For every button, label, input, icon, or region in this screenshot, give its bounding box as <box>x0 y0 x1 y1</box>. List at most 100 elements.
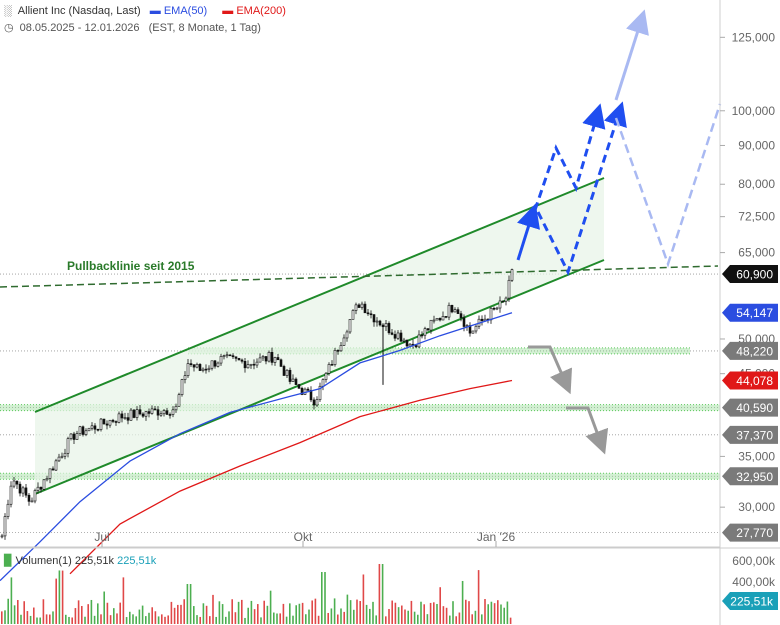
candle-body <box>261 356 265 359</box>
candle-body <box>330 364 334 366</box>
projection-arrow-light-solid <box>614 9 649 101</box>
volume-bar <box>417 614 419 624</box>
volume-header: ▉ Volumen(1) 225,51k 225,51k <box>4 554 156 567</box>
candle-body <box>138 409 142 415</box>
volume-bar <box>365 604 368 624</box>
volume-bar <box>55 578 57 624</box>
volume-bar <box>164 616 166 624</box>
candle-body <box>456 309 460 314</box>
candle-body <box>174 405 178 411</box>
candle-body <box>168 414 172 416</box>
candle-body <box>222 355 226 358</box>
volume-bar <box>369 608 371 624</box>
volume-bar <box>23 601 25 624</box>
candle-body <box>99 418 103 430</box>
volume-bar <box>276 613 278 624</box>
y-tick-label: 65,000 <box>738 246 775 260</box>
volume-bar <box>362 574 365 624</box>
candle-body <box>0 535 4 538</box>
price-label: 48,220 <box>736 344 773 358</box>
candle-body <box>501 300 505 303</box>
candle-body <box>363 303 367 314</box>
candle-body <box>366 312 370 315</box>
volume-bar <box>273 612 275 624</box>
timezone-info: (EST, 8 Monate, 1 Tag) <box>148 22 261 34</box>
candle-body <box>42 479 46 490</box>
volume-bar <box>465 599 467 624</box>
ema50-line <box>0 312 513 582</box>
volume-bar <box>189 584 192 624</box>
volume-bar <box>279 613 281 624</box>
volume-bar <box>461 580 464 624</box>
channel-upper-line <box>34 177 605 413</box>
projection-arrow-dashed-1 <box>533 103 606 211</box>
volume-bar <box>321 572 323 624</box>
volume-bar <box>471 614 473 624</box>
candle-body <box>345 331 349 339</box>
candle-body <box>108 419 112 426</box>
price-label: 32,950 <box>736 470 773 484</box>
candle-body <box>120 413 124 419</box>
ema-lines <box>0 312 513 582</box>
ema200-line <box>69 379 513 575</box>
volume-bar <box>1 611 3 624</box>
candle-body <box>393 334 397 339</box>
volume-bar <box>385 616 387 624</box>
candle-body <box>378 320 382 326</box>
candle-body <box>408 343 412 347</box>
volume-bar <box>215 616 217 624</box>
volume-bar <box>490 601 493 624</box>
volume-bar <box>308 609 310 624</box>
volume-bar <box>317 615 320 624</box>
volume-bar <box>234 612 237 624</box>
support-zone <box>0 473 720 480</box>
candle-body <box>81 426 85 435</box>
volume-bar <box>285 616 288 624</box>
candle-body <box>498 300 502 309</box>
candle-body <box>30 500 34 503</box>
candle-body <box>294 378 298 385</box>
candle-body <box>129 409 133 421</box>
candle-body <box>357 304 361 308</box>
candle-body <box>201 368 205 371</box>
volume-bar <box>497 600 499 624</box>
candle-body <box>339 345 343 352</box>
volume-bar <box>221 604 224 624</box>
volume-bar <box>65 614 67 624</box>
volume-value-2: 225,51k <box>117 555 157 567</box>
volume-bar <box>97 603 99 624</box>
volume-bar <box>148 612 150 624</box>
volume-bar <box>196 615 198 624</box>
candle-body <box>135 409 139 418</box>
y-tick-label: 80,000 <box>738 177 775 191</box>
volume-bar <box>58 570 61 624</box>
candle-body <box>336 350 340 352</box>
volume-bar <box>474 610 477 624</box>
candle-body <box>288 369 292 382</box>
volume-bar <box>436 603 438 624</box>
candle-body <box>75 433 79 440</box>
candle-body <box>387 323 391 334</box>
volume-bar <box>135 616 137 624</box>
candle-body <box>234 356 238 359</box>
price-label: 44,078 <box>736 374 773 388</box>
candle-body <box>3 516 7 537</box>
y-tick-label: 90,000 <box>738 138 775 152</box>
volume-bar <box>337 614 339 624</box>
volume-bar <box>36 617 38 624</box>
candle-body <box>429 319 433 331</box>
volume-bar <box>7 598 9 624</box>
candle-body <box>153 408 157 411</box>
volume-bar <box>244 617 246 624</box>
candle-body <box>246 364 250 369</box>
volume-bar <box>167 615 169 624</box>
candle-body <box>147 411 151 414</box>
volume-bar <box>455 616 457 624</box>
candle-body <box>105 423 109 426</box>
volume-bar <box>305 614 307 624</box>
volume-bar <box>87 604 89 624</box>
volume-bar <box>4 610 6 624</box>
volume-icon: ▉ <box>4 555 13 567</box>
y-axis: 125,000100,00090,00080,00072,50065,00050… <box>719 0 778 625</box>
